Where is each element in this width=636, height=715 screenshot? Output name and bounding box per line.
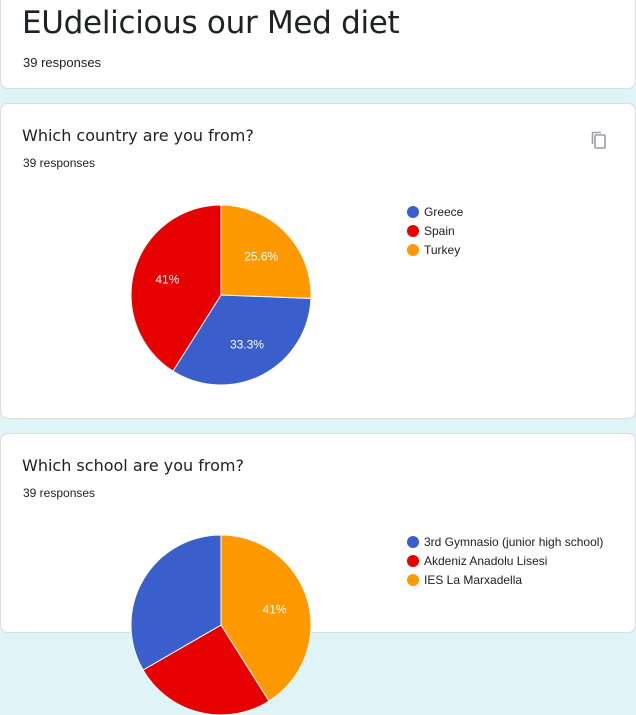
legend-item-ies-la-marxadella: IES La Marxadella	[407, 572, 607, 588]
pie-label-ies-la-marxadella: 41%	[263, 603, 287, 617]
legend-item-3rd-gymnasio-junior-high-school: 3rd Gymnasio (junior high school)	[407, 534, 607, 550]
pie-label-spain: 41%	[155, 273, 179, 287]
copy-icon[interactable]	[589, 130, 609, 150]
legend-item-greece: Greece	[407, 204, 607, 220]
form-response-count: 39 responses	[23, 55, 102, 70]
legend-swatch	[407, 206, 419, 218]
pie-chart-country: 25.6% 33.3% 41%	[130, 204, 312, 386]
legend-label: Turkey	[424, 243, 461, 257]
legend-swatch	[407, 244, 419, 256]
legend-item-akdeniz-anadolu-lisesi: Akdeniz Anadolu Lisesi	[407, 553, 607, 569]
legend-label: Spain	[424, 224, 455, 238]
form-header-card: EUdelicious our Med diet 39 responses	[0, 0, 636, 89]
question-title: Which country are you from?	[22, 126, 254, 145]
question-card-country: Which country are you from? 39 responses…	[0, 103, 636, 419]
legend-swatch	[407, 536, 419, 548]
form-title: EUdelicious our Med diet	[22, 5, 400, 41]
legend-label: 3rd Gymnasio (junior high school)	[424, 535, 604, 549]
pie-label-greece: 33.3%	[230, 337, 264, 351]
legend-item-turkey: Turkey	[407, 242, 607, 258]
question-response-count: 39 responses	[23, 156, 96, 170]
pie-label-turkey: 25.6%	[244, 249, 278, 263]
legend-swatch	[407, 555, 419, 567]
question-card-school: Which school are you from? 39 responses …	[0, 433, 636, 715]
legend-swatch	[407, 574, 419, 586]
question-response-count: 39 responses	[23, 486, 96, 500]
legend-label: IES La Marxadella	[424, 573, 523, 587]
pie-slice-spain[interactable]	[130, 204, 222, 372]
chart-legend: Greece Spain Turkey	[407, 204, 607, 261]
legend-swatch	[407, 225, 419, 237]
pie-slice-greece[interactable]	[172, 294, 312, 386]
pie-slice-turkey[interactable]	[220, 204, 312, 300]
legend-label: Greece	[424, 205, 464, 219]
legend-label: Akdeniz Anadolu Lisesi	[424, 554, 548, 568]
legend-item-spain: Spain	[407, 223, 607, 239]
pie-chart-school: 41%	[130, 534, 312, 715]
chart-legend: 3rd Gymnasio (junior high school) Akdeniz…	[407, 534, 607, 591]
question-title: Which school are you from?	[22, 456, 244, 475]
